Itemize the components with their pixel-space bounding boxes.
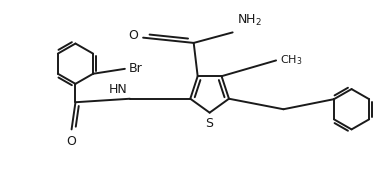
Text: Br: Br [129,62,143,75]
Text: CH$_3$: CH$_3$ [280,54,303,67]
Text: NH$_2$: NH$_2$ [237,13,261,28]
Text: HN: HN [109,83,128,96]
Text: O: O [67,135,76,148]
Text: O: O [128,29,138,42]
Text: S: S [206,117,214,130]
